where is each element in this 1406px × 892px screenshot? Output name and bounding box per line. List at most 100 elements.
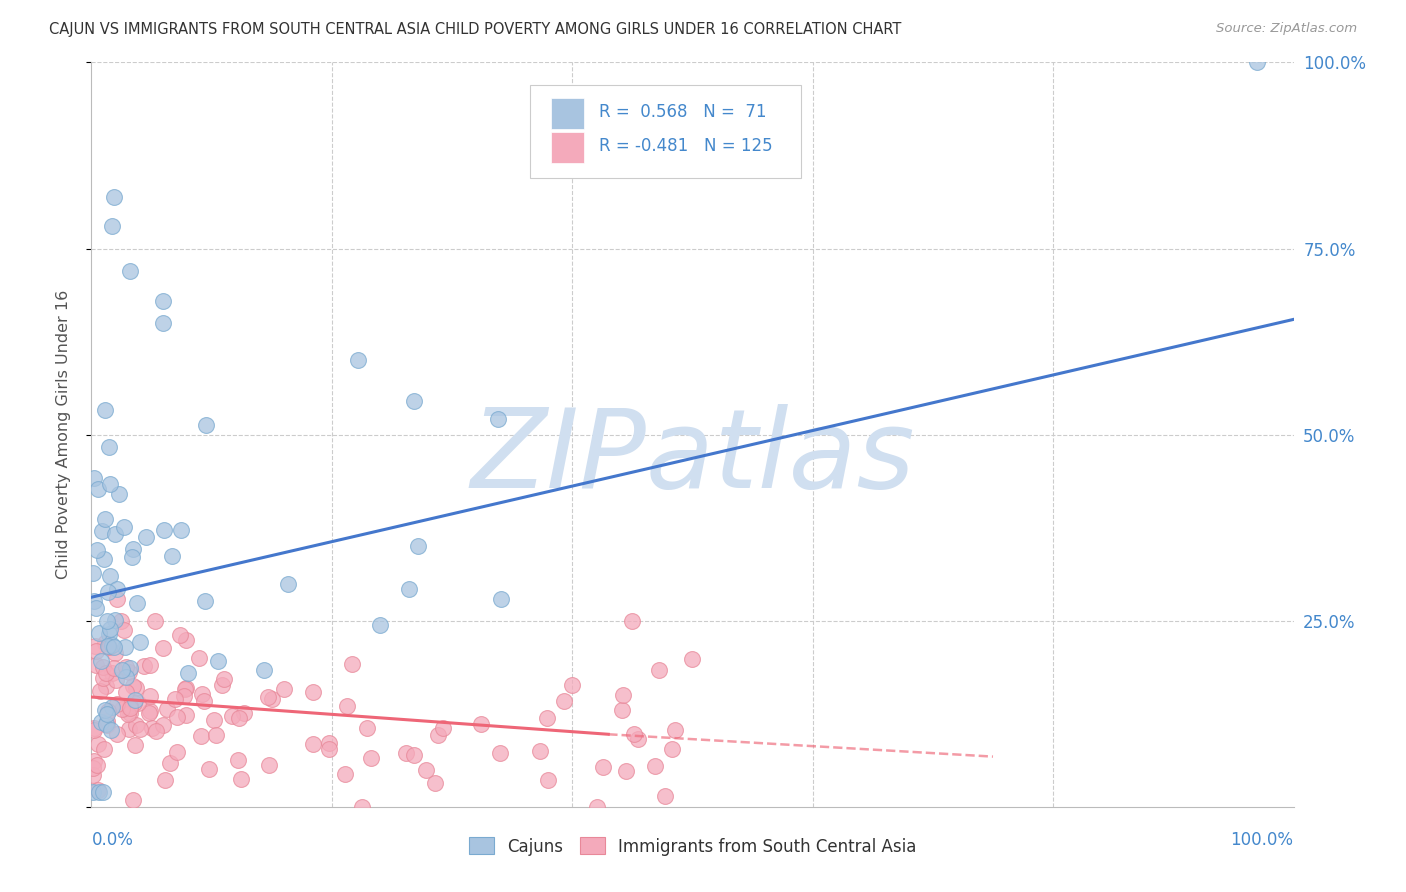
Point <box>87 482 110 496</box>
Point <box>335 767 357 781</box>
Point <box>103 661 125 675</box>
Point <box>97 639 120 653</box>
Text: R = -0.481   N = 125: R = -0.481 N = 125 <box>599 136 772 155</box>
Point <box>89 625 111 640</box>
Point <box>139 657 162 672</box>
Point <box>229 772 252 787</box>
Point <box>614 764 637 779</box>
Point <box>91 659 114 673</box>
Point <box>536 711 558 725</box>
Point <box>356 721 378 735</box>
Point <box>644 759 666 773</box>
Point <box>340 657 363 671</box>
Point <box>470 717 492 731</box>
Point <box>94 703 117 717</box>
Point <box>346 353 368 368</box>
Point <box>432 721 454 735</box>
Point <box>89 684 111 698</box>
Point <box>406 539 429 553</box>
Point <box>94 636 117 650</box>
Point <box>96 717 118 731</box>
Point <box>93 742 115 756</box>
Point <box>207 655 229 669</box>
Point <box>152 293 174 308</box>
Point <box>139 704 162 718</box>
Point <box>654 789 676 804</box>
Point <box>87 783 110 797</box>
Point <box>124 738 146 752</box>
Point <box>98 622 121 636</box>
Point <box>169 628 191 642</box>
Point <box>110 614 132 628</box>
Point <box>489 592 512 607</box>
Point <box>486 412 509 426</box>
Point <box>100 723 122 737</box>
Point <box>91 671 114 685</box>
Point <box>132 659 155 673</box>
Point <box>83 594 105 608</box>
Point <box>97 640 120 654</box>
Point <box>302 737 325 751</box>
Point <box>90 654 112 668</box>
Point <box>118 264 141 278</box>
Y-axis label: Child Poverty Among Girls Under 16: Child Poverty Among Girls Under 16 <box>56 290 70 580</box>
Point <box>90 524 112 538</box>
Point <box>352 800 374 814</box>
Point <box>256 690 278 704</box>
Point <box>214 673 236 687</box>
Point <box>96 714 118 728</box>
Point <box>166 745 188 759</box>
Point <box>398 582 420 596</box>
Point <box>198 762 221 776</box>
Point <box>177 666 200 681</box>
Point <box>648 663 671 677</box>
Point <box>82 785 104 799</box>
Point <box>118 698 141 713</box>
Point <box>101 219 124 234</box>
Point <box>141 721 163 735</box>
Point <box>193 693 215 707</box>
Point <box>118 701 141 715</box>
Point <box>94 512 117 526</box>
Point <box>228 711 250 725</box>
Text: CAJUN VS IMMIGRANTS FROM SOUTH CENTRAL ASIA CHILD POVERTY AMONG GIRLS UNDER 16 C: CAJUN VS IMMIGRANTS FROM SOUTH CENTRAL A… <box>49 22 901 37</box>
Point <box>96 706 118 721</box>
Point <box>127 697 149 711</box>
Point <box>84 657 107 672</box>
Point <box>91 785 114 799</box>
FancyBboxPatch shape <box>530 85 800 178</box>
Point <box>103 640 125 654</box>
Text: Source: ZipAtlas.com: Source: ZipAtlas.com <box>1216 22 1357 36</box>
Point <box>202 713 225 727</box>
Point <box>104 527 127 541</box>
Point <box>190 687 212 701</box>
Point <box>87 785 110 799</box>
Point <box>173 690 195 704</box>
Point <box>402 394 425 409</box>
Point <box>176 633 198 648</box>
Point <box>84 644 107 658</box>
Point <box>98 476 121 491</box>
Text: 100.0%: 100.0% <box>1230 831 1294 849</box>
Point <box>122 696 145 710</box>
Point <box>612 688 634 702</box>
Point <box>97 627 120 641</box>
Point <box>117 707 139 722</box>
Point <box>610 703 633 717</box>
Point <box>93 552 115 566</box>
Point <box>301 685 323 699</box>
Point <box>100 666 122 681</box>
Point <box>114 670 136 684</box>
Point <box>114 640 136 655</box>
Point <box>160 549 183 563</box>
Point <box>623 726 645 740</box>
Point <box>121 549 143 564</box>
Point <box>83 723 105 737</box>
Point <box>118 665 141 679</box>
Point <box>318 736 340 750</box>
Point <box>86 757 108 772</box>
Point <box>233 706 256 721</box>
Point <box>190 729 212 743</box>
Point <box>159 756 181 770</box>
Point <box>100 638 122 652</box>
